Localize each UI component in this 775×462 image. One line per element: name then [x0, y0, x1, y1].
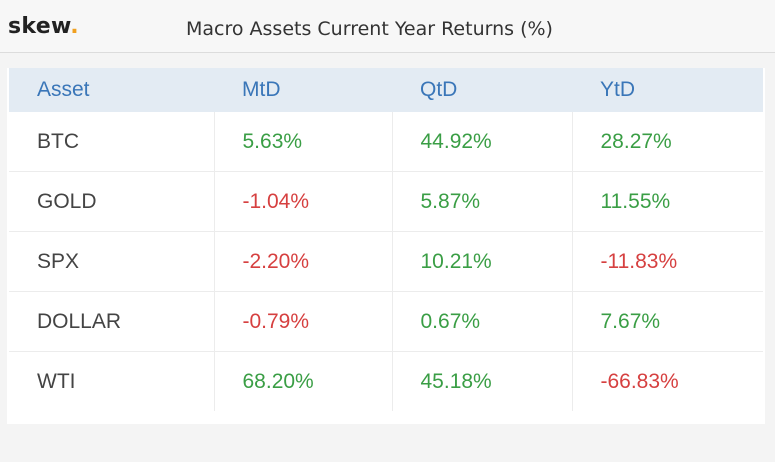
returns-table-card: Asset MtD QtD YtD BTC 5.63% 44.92% 28.27… [7, 68, 765, 424]
qtd-cell: 10.21% [391, 231, 572, 292]
ytd-cell: -66.83% [571, 351, 763, 411]
skew-logo[interactable]: skew. [8, 14, 79, 39]
mtd-cell: -0.79% [213, 291, 392, 352]
ytd-cell: 11.55% [571, 171, 763, 232]
logo-text: skew [8, 14, 71, 39]
page-title: Macro Assets Current Year Returns (%) [186, 18, 553, 40]
table-header-row: Asset MtD QtD YtD [9, 68, 763, 112]
table-row: BTC 5.63% 44.92% 28.27% [9, 112, 763, 172]
column-header-mtd[interactable]: MtD [242, 78, 281, 101]
page-header: skew. Macro Assets Current Year Returns … [0, 0, 775, 53]
table-row: WTI 68.20% 45.18% -66.83% [9, 351, 763, 411]
table-row: DOLLAR -0.79% 0.67% 7.67% [9, 291, 763, 352]
column-header-ytd[interactable]: YtD [600, 78, 636, 101]
mtd-cell: 68.20% [213, 351, 392, 411]
returns-table: Asset MtD QtD YtD BTC 5.63% 44.92% 28.27… [9, 68, 763, 411]
table-row: SPX -2.20% 10.21% -11.83% [9, 231, 763, 292]
qtd-cell: 45.18% [391, 351, 572, 411]
column-header-qtd[interactable]: QtD [420, 78, 458, 101]
qtd-cell: 44.92% [391, 112, 572, 172]
ytd-cell: 7.67% [571, 291, 763, 352]
logo-dot: . [70, 14, 79, 39]
asset-cell: DOLLAR [9, 291, 214, 352]
mtd-cell: -2.20% [213, 231, 392, 292]
column-header-asset[interactable]: Asset [37, 78, 90, 101]
asset-cell: GOLD [9, 171, 214, 232]
asset-cell: WTI [37, 369, 76, 393]
asset-cell: BTC [9, 112, 214, 172]
ytd-cell: 28.27% [571, 112, 763, 172]
qtd-cell: 0.67% [391, 291, 572, 352]
ytd-cell: -11.83% [571, 231, 763, 292]
qtd-cell: 5.87% [391, 171, 572, 232]
mtd-cell: -1.04% [213, 171, 392, 232]
asset-cell: SPX [9, 231, 214, 292]
mtd-cell: 5.63% [213, 112, 392, 172]
table-row: GOLD -1.04% 5.87% 11.55% [9, 171, 763, 232]
